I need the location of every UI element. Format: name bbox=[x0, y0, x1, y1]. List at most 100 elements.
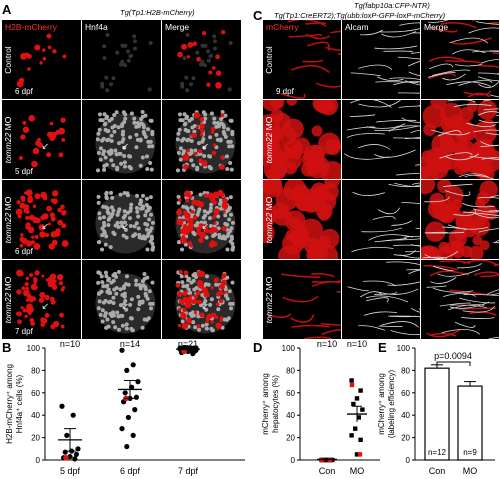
gridC-channel-label: mCherry bbox=[266, 22, 299, 32]
panel-b-y-tick-label: 80 bbox=[31, 366, 40, 375]
gridA-channel-label: H2B-mCherry bbox=[5, 22, 57, 32]
panel-e-y-tick-label: 0 bbox=[406, 456, 411, 465]
panel-c-title-line2: Tg(Tp1:CreERT2);Tg(ubb:loxP-GFP-loxP-mCh… bbox=[274, 11, 446, 20]
panel-e-y-axis-label: mCherry⁺ among bbox=[377, 373, 386, 435]
panel-d-y-tick-label: 60 bbox=[286, 389, 295, 398]
panel-d-red-point bbox=[357, 452, 363, 457]
panel-e-y-tick-label: 100 bbox=[397, 344, 411, 353]
svg-text:↙: ↙ bbox=[202, 301, 210, 311]
panel-b-category-label: 7 dpf bbox=[178, 466, 199, 476]
panel-e-y-tick-label: 20 bbox=[401, 434, 410, 443]
panel-b-data-point bbox=[64, 432, 70, 438]
gridC-channel-label: Merge bbox=[424, 22, 449, 32]
panel-d-data-point bbox=[351, 401, 356, 407]
panel-d-data-point bbox=[354, 452, 360, 457]
gridC-micrograph-tile bbox=[421, 100, 499, 179]
gridA-stage-label: 6 dpf bbox=[15, 87, 33, 96]
gridA-micrograph-tile bbox=[162, 20, 241, 99]
panel-e-significance-bracket bbox=[436, 361, 471, 366]
panel-b-n-label: n=10 bbox=[60, 339, 80, 349]
panel-b-data-point bbox=[59, 403, 65, 409]
gridC-micrograph-tile bbox=[342, 100, 420, 179]
panel-b-y-tick-label: 0 bbox=[36, 456, 41, 465]
panel-d-data-point bbox=[349, 378, 354, 383]
panel-d-data-point bbox=[356, 415, 361, 420]
gridC-micrograph-tile bbox=[263, 260, 341, 339]
gridC-micrograph-tile bbox=[342, 180, 420, 259]
panel-d-y-tick-label: 20 bbox=[286, 434, 295, 443]
gridA-channel-label: Hnf4a bbox=[85, 22, 108, 32]
gridA-micrograph-tile: ↙ bbox=[2, 100, 81, 179]
svg-text:↙: ↙ bbox=[122, 301, 130, 311]
svg-text:↙: ↙ bbox=[42, 301, 50, 311]
panel-b-data-point bbox=[125, 414, 131, 421]
gridC-micrograph-tile bbox=[263, 100, 341, 179]
panel-d-y-tick-label: 40 bbox=[286, 411, 295, 420]
svg-text:↙: ↙ bbox=[42, 221, 50, 231]
panel-e-p-value: p=0.0094 bbox=[434, 351, 472, 361]
panel-b-data-point bbox=[72, 456, 78, 462]
gridC-micrograph-tile bbox=[342, 260, 420, 339]
panel-d-data-point bbox=[353, 426, 358, 431]
panel-b-data-point bbox=[124, 367, 130, 373]
gridA-micrograph-tile: ↙ bbox=[82, 180, 161, 259]
panel-b-data-point bbox=[119, 426, 125, 432]
panel-e-category-label: Con bbox=[429, 466, 446, 476]
panel-e-y-tick-label: 60 bbox=[401, 389, 410, 398]
panel-e-bar bbox=[424, 367, 450, 461]
panel-b-data-point bbox=[124, 443, 130, 450]
gridC-micrograph-tile bbox=[263, 180, 341, 259]
panel-e-n-label: n=12 bbox=[428, 448, 447, 457]
gridA-micrograph-tile: ↙ bbox=[162, 180, 241, 259]
panel-b-data-point bbox=[70, 412, 76, 418]
panel-d-data-point bbox=[349, 433, 354, 438]
panel-d-y-axis-label: mCherry⁺ among bbox=[261, 373, 270, 435]
panel-b-y-tick-label: 40 bbox=[31, 411, 40, 420]
gridC-micrograph-tile bbox=[342, 20, 420, 99]
panel-b-category-label: 6 dpf bbox=[120, 466, 141, 476]
gridA-stage-label: 5 dpf bbox=[15, 167, 33, 176]
panel-d-data-point bbox=[358, 437, 363, 443]
gridC-channel-label: Alcam bbox=[345, 22, 369, 32]
panel-b-data-point bbox=[135, 379, 141, 385]
panel-b-data-point bbox=[130, 432, 136, 438]
gridA-micrograph-tile: ↙ bbox=[82, 260, 161, 339]
panel-d-y-tick-label: 0 bbox=[291, 456, 296, 465]
panel-b-n-label: n=21 bbox=[178, 339, 198, 349]
panel-e-label: E bbox=[378, 340, 387, 355]
gridC-micrograph-tile bbox=[421, 260, 499, 339]
panel-d-data-point bbox=[358, 388, 363, 393]
panel-b-label: B bbox=[2, 340, 12, 355]
gridC-micrograph-tile bbox=[263, 20, 341, 99]
gridA-channel-label: Merge bbox=[165, 22, 190, 32]
panel-d-n-label: n=10 bbox=[347, 339, 367, 349]
panel-b-y-tick-label: 100 bbox=[27, 344, 41, 353]
gridA-micrograph-tile: ↙ bbox=[162, 260, 241, 339]
panel-a-title: Tg(Tp1:H2B-mCherry) bbox=[120, 8, 195, 17]
panel-b-data-point bbox=[73, 451, 79, 457]
gridC-micrograph-tile bbox=[421, 20, 499, 99]
gridC-stage-label: 9 dpf bbox=[276, 87, 294, 96]
panel-b-y-tick-label: 20 bbox=[31, 434, 40, 443]
panel-e-y-axis-label-line2: (labeling efficiency) bbox=[387, 370, 396, 439]
gridA-micrograph-tile: ↙ bbox=[162, 100, 241, 179]
panel-e-y-tick-label: 80 bbox=[401, 366, 410, 375]
panel-b-data-point bbox=[190, 351, 196, 357]
panel-d-data-point bbox=[360, 407, 365, 412]
panel-d-data-point bbox=[354, 396, 360, 401]
gridA-micrograph-tile: ↙ bbox=[2, 180, 81, 259]
panel-b-y-tick-label: 60 bbox=[31, 389, 40, 398]
panel-e-category-label: MO bbox=[463, 466, 478, 476]
svg-text:↙: ↙ bbox=[202, 221, 210, 231]
panel-d-y-axis-label-line2: hepatocytes (%) bbox=[271, 375, 280, 433]
gridA-micrograph-tile: ↙ bbox=[82, 100, 161, 179]
gridA-micrograph-tile bbox=[2, 20, 81, 99]
panel-b-data-point bbox=[130, 362, 136, 368]
panel-e-y-tick-label: 40 bbox=[401, 411, 410, 420]
gridA-stage-label: 7 dpf bbox=[15, 327, 33, 336]
svg-text:↙: ↙ bbox=[42, 141, 50, 151]
svg-text:↙: ↙ bbox=[122, 221, 130, 231]
panel-b-data-point bbox=[119, 347, 125, 353]
gridC-micrograph-tile bbox=[421, 180, 499, 259]
